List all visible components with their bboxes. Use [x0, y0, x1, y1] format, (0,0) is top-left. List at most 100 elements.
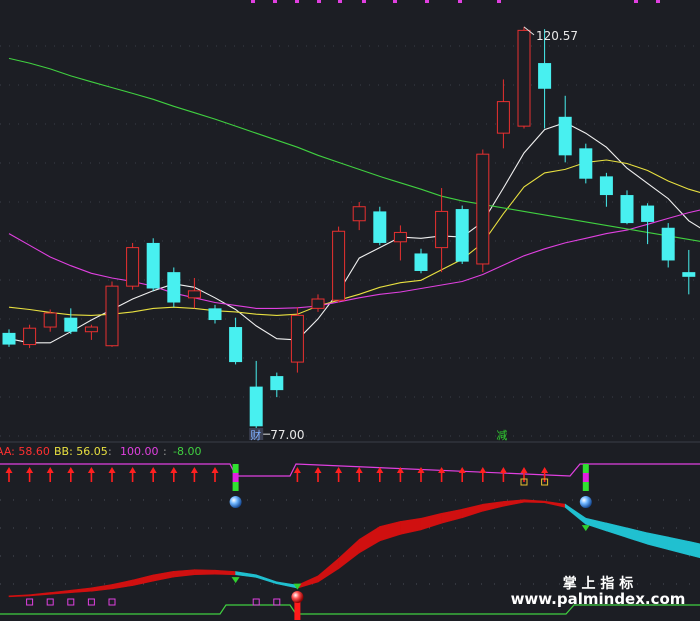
band-segment — [194, 569, 216, 576]
candle-up — [517, 26, 531, 129]
candle-body — [43, 312, 57, 328]
up-arrow-head — [417, 467, 425, 473]
top-tick-mark — [273, 0, 277, 3]
candle-up — [187, 277, 201, 309]
candle-up — [476, 149, 490, 273]
top-tick-mark — [338, 0, 342, 3]
candle-up — [23, 324, 37, 349]
price-panel: 120.57 77.00 财 减 — [0, 0, 700, 442]
candle-body — [599, 176, 613, 196]
top-tick-mark — [295, 0, 299, 3]
square-marker-lower — [273, 598, 281, 606]
overlay-ma_green — [8, 57, 700, 242]
max-price-label: 120.57 — [536, 29, 578, 43]
buy-signal-bar — [294, 598, 301, 620]
up-arrow-head — [438, 467, 446, 473]
candle-down — [455, 205, 469, 264]
candle-down — [558, 95, 572, 163]
buy-sell-signals — [229, 464, 592, 620]
legend-level-bottom: -8.00 — [173, 445, 201, 458]
legend-bb: BB: 56.05 — [54, 445, 108, 458]
top-tick-mark — [251, 0, 255, 3]
sell-signal-bar — [232, 482, 239, 491]
candle-body — [229, 327, 243, 363]
legend-level-top: 100.00 — [120, 445, 159, 458]
candle-body — [84, 326, 98, 333]
candle-up — [126, 242, 140, 290]
candle-up — [435, 188, 449, 273]
min-price-label: 77.00 — [270, 428, 304, 442]
candle-up — [496, 79, 510, 149]
watermark: 掌 上 指 标 www.palmindex.com — [511, 575, 686, 608]
event-markers: 财 减 — [249, 428, 507, 442]
candle-body — [393, 231, 407, 243]
candle-down — [620, 190, 634, 225]
candle-body — [538, 63, 552, 89]
event-marker-box — [249, 428, 264, 440]
candle-body — [620, 195, 634, 224]
candle-body — [414, 253, 428, 271]
candle-body — [373, 211, 387, 243]
square-marker-upper — [541, 478, 549, 486]
top-step-path — [0, 463, 700, 477]
up-arrow-head — [5, 467, 13, 473]
candle-body — [290, 314, 304, 363]
candle-down — [373, 206, 387, 246]
candlestick-series — [2, 26, 696, 433]
band-segment — [688, 540, 700, 559]
top-tick-mark — [425, 0, 429, 3]
bottom-step-path — [0, 604, 700, 615]
candle-body — [270, 376, 284, 391]
top-step-line — [0, 463, 700, 477]
candle-body — [146, 242, 160, 289]
square-marker-lower — [87, 598, 95, 606]
candle-down — [579, 143, 593, 184]
up-arrow-head — [190, 467, 198, 473]
up-arrow-head — [26, 467, 34, 473]
trend-band — [8, 499, 700, 598]
top-tick-mark — [656, 0, 660, 3]
buy-signal-arrow — [293, 583, 302, 590]
up-arrow-head — [396, 467, 404, 473]
sell-signal-bar — [582, 473, 589, 482]
sell-signal-arrow — [231, 577, 240, 584]
indicator-panel: AA: 58.60 BB: 56.05 : 100.00 : -8.00 — [0, 445, 700, 620]
up-arrow-head — [541, 467, 549, 473]
sell-signal-bar — [232, 473, 239, 482]
square-marker-lower — [26, 598, 34, 606]
candle-down — [538, 29, 552, 129]
square-markers — [26, 478, 549, 606]
candle-down — [2, 329, 16, 347]
up-arrow-head — [211, 467, 219, 473]
up-arrow-head — [520, 467, 528, 473]
up-arrow-head — [458, 467, 466, 473]
candle-up — [84, 324, 98, 340]
candle-body — [579, 148, 593, 179]
candle-body — [455, 209, 469, 262]
candle-body — [23, 327, 37, 346]
overlay-ma_yellow — [8, 159, 700, 316]
candle-down — [208, 304, 222, 324]
candle-down — [64, 308, 78, 335]
max-price-pointer — [523, 26, 535, 36]
up-arrow-head — [293, 467, 301, 473]
up-arrow-head — [170, 467, 178, 473]
square-marker-lower — [108, 598, 116, 606]
candle-body — [517, 29, 531, 127]
up-arrow-head — [149, 467, 157, 473]
candle-body — [64, 317, 78, 332]
up-arrow-head — [87, 467, 95, 473]
square-marker-upper — [520, 478, 528, 486]
candle-down — [249, 360, 263, 433]
sell-signal-arrow — [581, 525, 590, 532]
up-arrow-head — [129, 467, 137, 473]
candle-up — [393, 225, 407, 261]
candle-body — [641, 205, 655, 222]
overlay-ma_white — [8, 122, 700, 344]
candle-down — [414, 248, 428, 274]
square-marker-lower — [252, 598, 260, 606]
sell-signal-ball — [579, 496, 592, 508]
candle-body — [126, 247, 140, 287]
legend-separator: : — [108, 445, 112, 458]
top-tick-mark — [362, 0, 366, 3]
